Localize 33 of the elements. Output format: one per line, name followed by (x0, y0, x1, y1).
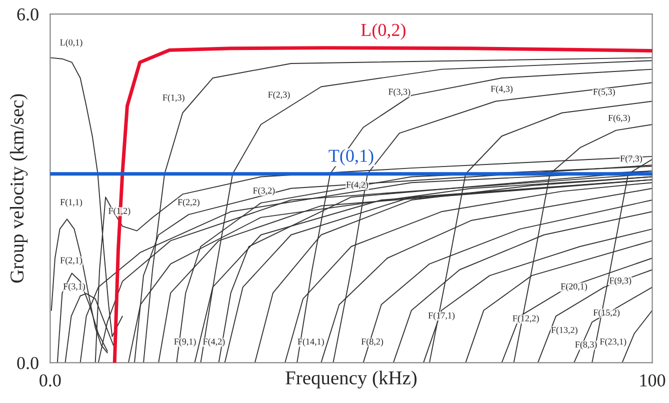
y-tick-label: 6.0 (17, 8, 38, 21)
annotation: F(8,2) (361, 338, 384, 346)
annotation: F(4,2) (346, 181, 368, 190)
annotation: F(3,1) (63, 283, 86, 292)
annotation: F(17,1) (428, 312, 455, 320)
x-axis-title: Frequency (kHz) (286, 370, 417, 388)
annotation: F(6,3) (608, 114, 630, 123)
annotation: F(15,2) (593, 309, 620, 318)
annotation: F(14,1) (298, 338, 324, 346)
annotation: F(9,1) (174, 338, 196, 346)
annotation: F(2,2) (178, 198, 200, 208)
annotation: F(9,3) (609, 277, 632, 286)
annotation: F(1,2) (108, 208, 130, 216)
annotation: F(12,2) (512, 315, 539, 324)
annotation: F(23,1) (600, 338, 626, 346)
annotation: F(5,3) (593, 88, 615, 97)
annotation: F(4,3) (490, 86, 513, 94)
annotation: F(20,1) (560, 283, 588, 292)
annotation: F(2,3) (268, 91, 290, 100)
annotation: F(7,3) (620, 155, 642, 164)
annotation: F(8,3) (575, 341, 597, 350)
y-axis-title: Group velocity (km/sec) (10, 94, 28, 283)
series-label: T(0,1) (328, 149, 374, 166)
annotation: F(4,2) (203, 338, 225, 346)
annotation: F(3,3) (388, 88, 410, 97)
annotation: F(1,1) (60, 198, 82, 208)
x-tick-label: 100 (640, 374, 666, 387)
annotation: L(0,1) (60, 39, 82, 48)
annotation: F(13,2) (551, 326, 578, 335)
annotation: F(1,3) (162, 94, 184, 102)
series-label: L(0,2) (361, 23, 406, 40)
annotation: F(3,2) (253, 187, 275, 196)
annotation: F(2,1) (60, 256, 82, 266)
